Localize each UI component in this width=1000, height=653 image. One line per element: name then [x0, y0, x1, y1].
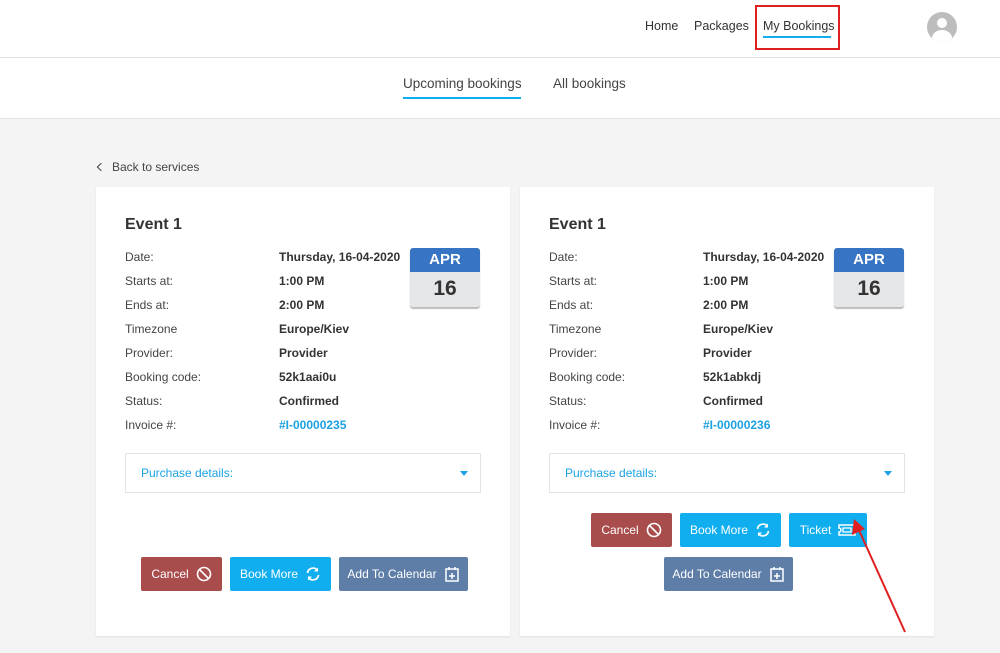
back-to-services-link[interactable]: Back to services: [96, 160, 199, 174]
ban-icon: [196, 566, 212, 582]
provider-value: Provider: [279, 346, 328, 360]
avatar[interactable]: [927, 12, 957, 42]
purchase-details-dropdown[interactable]: Purchase details:: [549, 453, 905, 493]
event-title: Event 1: [549, 216, 606, 233]
ends-label: Ends at:: [125, 298, 170, 312]
annotation-arrow: [852, 519, 906, 633]
top-header: Home Packages My Bookings: [0, 0, 1000, 58]
status-label: Status:: [549, 394, 587, 408]
cancel-button[interactable]: Cancel: [141, 557, 222, 591]
tab-upcoming-bookings[interactable]: Upcoming bookings: [403, 76, 522, 91]
timezone-value: Europe/Kiev: [279, 322, 350, 336]
provider-label: Provider:: [125, 346, 174, 360]
booking-code-value: 52k1abkdj: [703, 370, 762, 384]
sync-icon: [755, 522, 771, 538]
booking-code-value: 52k1aai0u: [279, 370, 337, 384]
add-to-calendar-button[interactable]: Add To Calendar: [339, 557, 468, 591]
calendar-month: APR: [410, 248, 480, 272]
calendar-date-icon: APR 16: [410, 248, 480, 307]
date-value: Thursday, 16-04-2020: [703, 250, 825, 264]
caret-down-icon: [884, 471, 892, 476]
ticket-button[interactable]: Ticket: [789, 513, 867, 547]
timezone-label: Timezone: [549, 322, 602, 336]
chevron-left-icon: [96, 162, 106, 172]
status-value: Confirmed: [279, 394, 339, 408]
cancel-button[interactable]: Cancel: [591, 513, 672, 547]
provider-value: Provider: [703, 346, 752, 360]
starts-value: 1:00 PM: [703, 274, 749, 288]
date-label: Date:: [125, 250, 154, 264]
ban-icon: [646, 522, 662, 538]
book-more-button[interactable]: Book More: [680, 513, 781, 547]
calendar-plus-icon: [444, 566, 460, 582]
caret-down-icon: [460, 471, 468, 476]
sync-icon: [305, 566, 321, 582]
calendar-month: APR: [834, 248, 904, 272]
bookings-tabs: Upcoming bookings All bookings: [0, 58, 1000, 119]
book-more-button[interactable]: Book More: [230, 557, 331, 591]
starts-value: 1:00 PM: [279, 274, 325, 288]
ends-value: 2:00 PM: [279, 298, 325, 312]
booking-card: Event 1 Date: Starts at: Ends at: Timezo…: [96, 187, 510, 636]
starts-label: Starts at:: [549, 274, 598, 288]
invoice-label: Invoice #:: [125, 418, 177, 432]
calendar-date-icon: APR 16: [834, 248, 904, 307]
add-to-calendar-button[interactable]: Add To Calendar: [664, 557, 793, 591]
calendar-plus-icon: [769, 566, 785, 582]
status-value: Confirmed: [703, 394, 763, 408]
booking-code-label: Booking code:: [549, 370, 626, 384]
date-value: Thursday, 16-04-2020: [279, 250, 401, 264]
nav-my-bookings[interactable]: My Bookings: [763, 19, 835, 33]
invoice-link[interactable]: #I-00000236: [703, 418, 771, 432]
booking-code-label: Booking code:: [125, 370, 202, 384]
calendar-day: 16: [410, 272, 480, 307]
tab-underline: [403, 97, 521, 99]
timezone-label: Timezone: [125, 322, 178, 336]
nav-packages[interactable]: Packages: [694, 19, 749, 33]
ends-label: Ends at:: [549, 298, 594, 312]
status-label: Status:: [125, 394, 163, 408]
active-underline: [763, 36, 831, 38]
provider-label: Provider:: [549, 346, 598, 360]
highlight-box: [755, 5, 840, 50]
nav-home[interactable]: Home: [645, 19, 679, 33]
booking-card: Event 1 Date: Starts at: Ends at: Timezo…: [520, 187, 934, 636]
invoice-link[interactable]: #I-00000235: [279, 418, 347, 432]
starts-label: Starts at:: [125, 274, 174, 288]
invoice-label: Invoice #:: [549, 418, 601, 432]
timezone-value: Europe/Kiev: [703, 322, 774, 336]
event-title: Event 1: [125, 216, 182, 233]
calendar-day: 16: [834, 272, 904, 307]
ends-value: 2:00 PM: [703, 298, 749, 312]
tab-all-bookings[interactable]: All bookings: [553, 76, 626, 91]
date-label: Date:: [549, 250, 578, 264]
purchase-details-dropdown[interactable]: Purchase details:: [125, 453, 481, 493]
